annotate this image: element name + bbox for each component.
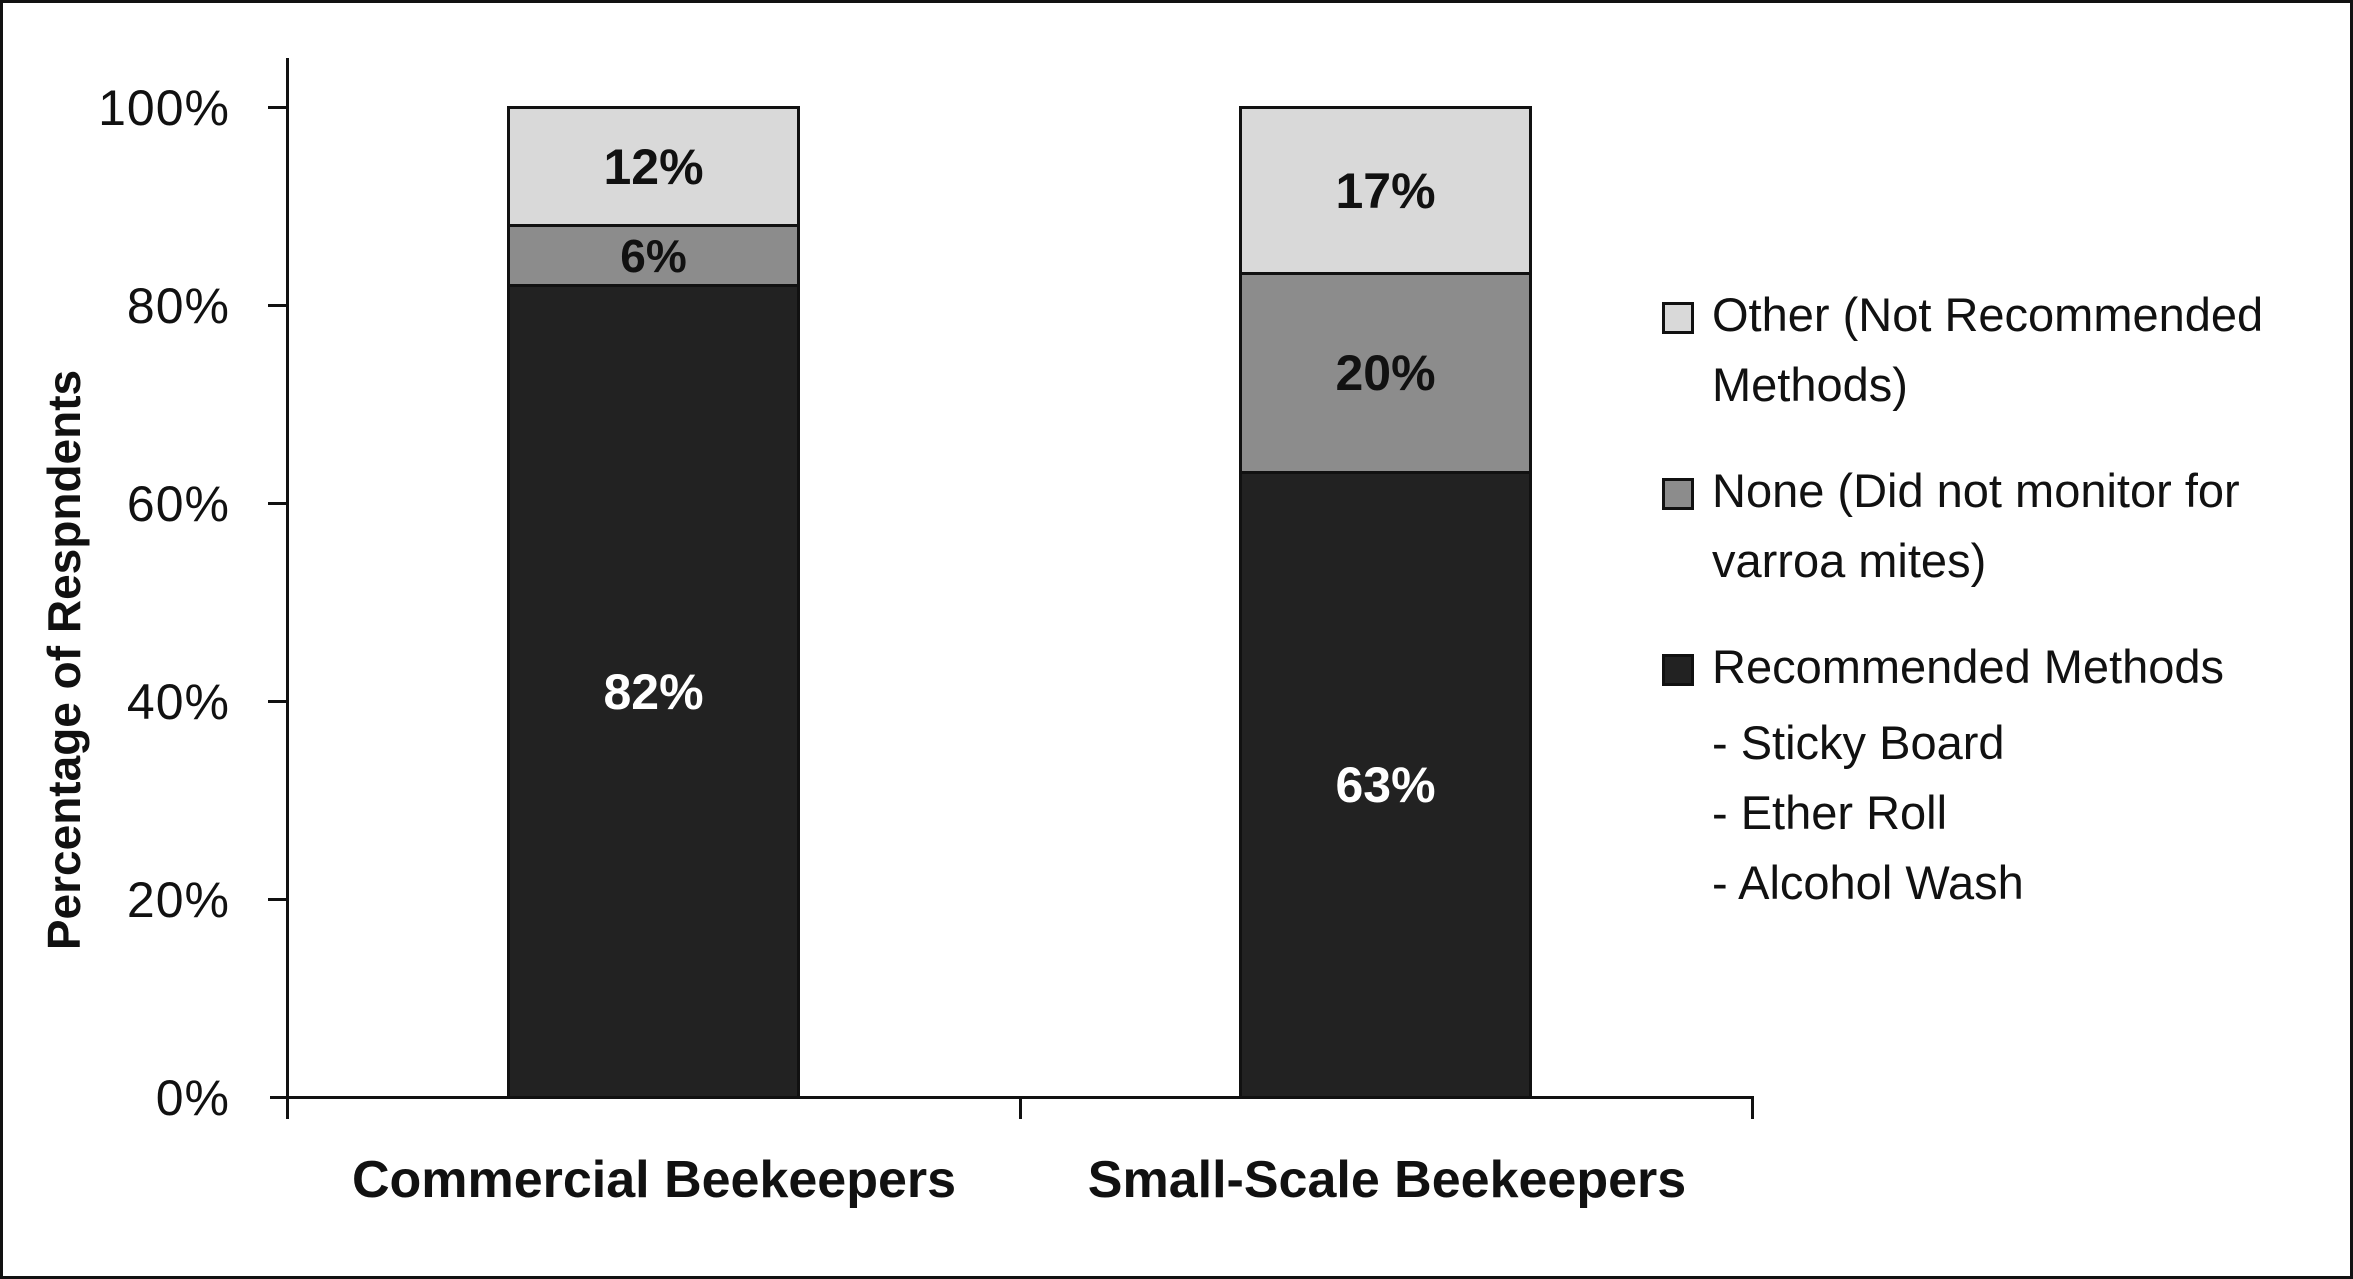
legend-label: Methods) [1712, 358, 1908, 411]
y-tick-label: 100% [98, 80, 230, 136]
y-axis [286, 58, 289, 1099]
legend-label: Recommended Methods [1712, 640, 2225, 693]
y-tick [268, 700, 288, 703]
y-tick-label: 0% [155, 1070, 230, 1126]
y-axis-title: Percentage of Respndents [38, 369, 90, 951]
x-category-label: Commercial Beekeepers [351, 1151, 957, 1209]
x-tick [286, 1097, 289, 1119]
y-tick-label: 60% [126, 476, 230, 532]
y-tick [268, 304, 288, 307]
segment-other: 12% [507, 106, 800, 227]
segment-other: 17% [1239, 106, 1532, 275]
x-axis [270, 1096, 1754, 1099]
legend-label: None (Did not monitor for [1712, 464, 2240, 517]
bar-commercial-beekeepers: 82% 6% 12% [507, 106, 800, 1099]
legend-label: Other (Not Recommended [1712, 288, 2264, 341]
segment-none: 6% [507, 224, 800, 287]
y-tick [268, 106, 288, 109]
x-category-label: Small-Scale Beekeepers [1087, 1151, 1687, 1209]
segment-recommended: 82% [507, 284, 800, 1099]
legend-swatch-icon [1662, 302, 1694, 334]
x-tick [1751, 1097, 1754, 1119]
y-tick-label: 80% [126, 278, 230, 334]
legend-swatch-icon [1662, 478, 1694, 510]
legend-label: - Sticky Board [1712, 716, 2005, 769]
x-tick [1019, 1097, 1022, 1119]
y-tick-label: 40% [126, 674, 230, 730]
legend-label: - Alcohol Wash [1712, 856, 2024, 909]
segment-none: 20% [1239, 272, 1532, 474]
legend-label: varroa mites) [1712, 534, 1987, 587]
legend-swatch-icon [1662, 654, 1694, 686]
y-tick [268, 898, 288, 901]
y-tick-label: 20% [126, 872, 230, 928]
y-tick [268, 502, 288, 505]
legend-label: - Ether Roll [1712, 786, 1948, 839]
segment-recommended: 63% [1239, 471, 1532, 1099]
bar-small-scale-beekeepers: 63% 20% 17% [1239, 106, 1532, 1099]
